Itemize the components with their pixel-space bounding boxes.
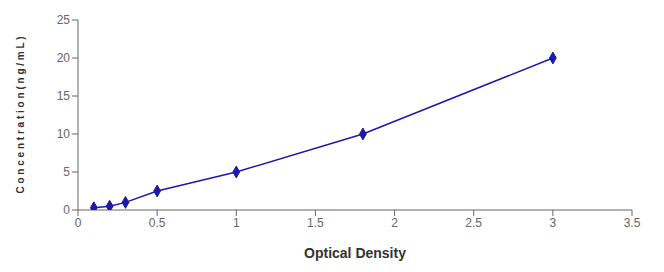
svg-text:1: 1 [233, 216, 240, 230]
svg-text:3.5: 3.5 [624, 216, 641, 230]
svg-text:5: 5 [63, 165, 70, 179]
svg-text:C o n c e n t r a t i o n ( n: C o n c e n t r a t i o n ( n g / m L ) [15, 36, 26, 193]
svg-text:2.5: 2.5 [465, 216, 482, 230]
svg-text:20: 20 [57, 51, 71, 65]
svg-text:0.5: 0.5 [149, 216, 166, 230]
svg-text:0: 0 [75, 216, 82, 230]
svg-text:1.5: 1.5 [307, 216, 324, 230]
svg-text:25: 25 [57, 13, 71, 27]
svg-text:2: 2 [391, 216, 398, 230]
svg-text:Optical Density: Optical Density [304, 245, 406, 261]
svg-text:15: 15 [57, 89, 71, 103]
svg-text:0: 0 [63, 203, 70, 217]
svg-text:3: 3 [550, 216, 557, 230]
svg-text:10: 10 [57, 127, 71, 141]
